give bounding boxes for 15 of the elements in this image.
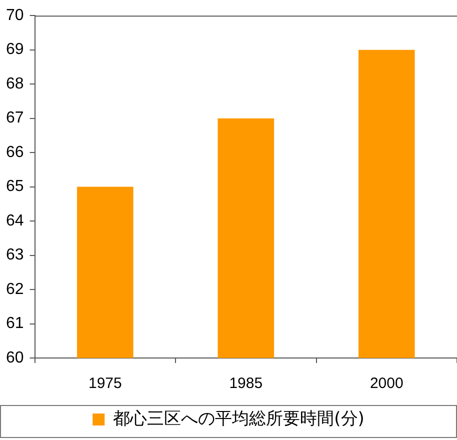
y-tick-label: 68	[6, 75, 24, 92]
legend-label: 都心三区への平均総所要時間(分)	[113, 408, 364, 429]
x-tick-label: 1985	[229, 375, 263, 392]
y-tick-label: 64	[6, 212, 24, 230]
y-tick-label: 63	[6, 246, 24, 264]
y-tick-label: 65	[6, 178, 24, 196]
y-tick-label: 70	[6, 7, 24, 24]
x-tick-label: 1975	[88, 375, 122, 392]
y-tick-label: 60	[6, 349, 24, 366]
y-tick-label: 69	[6, 41, 24, 58]
y-tick-label: 67	[6, 110, 24, 127]
y-tick-label: 66	[6, 144, 24, 161]
y-tick-label: 61	[6, 315, 24, 332]
y-tick-label: 62	[6, 280, 24, 298]
x-tick-label: 2000	[370, 375, 404, 392]
